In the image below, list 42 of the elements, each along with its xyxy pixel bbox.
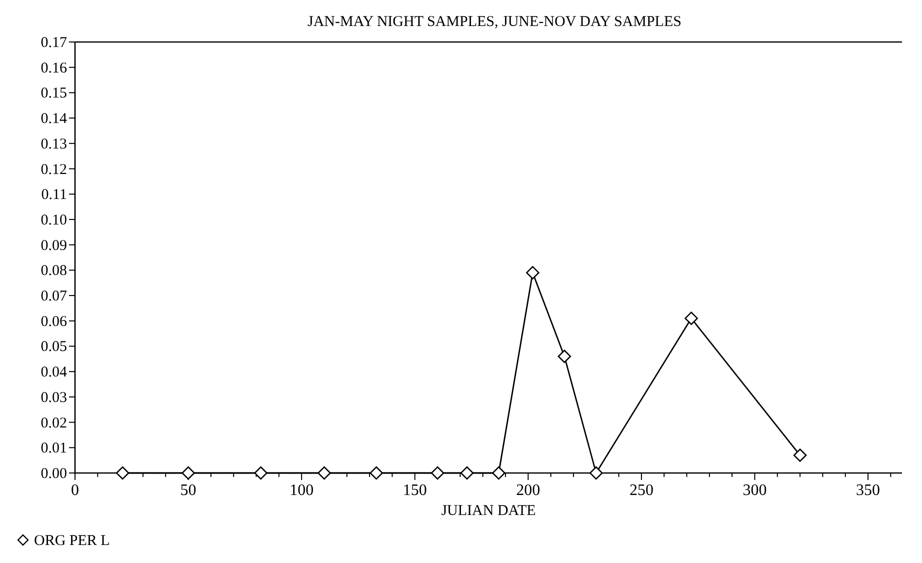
- y-tick-label: 0.03: [40, 390, 67, 406]
- x-tick-label: 200: [516, 482, 540, 499]
- y-tick-label: 0.11: [41, 187, 67, 204]
- point: [793, 448, 807, 462]
- point: [116, 466, 130, 480]
- y-tick-label: 0.09: [40, 238, 67, 254]
- point: [430, 466, 444, 480]
- point: [460, 466, 474, 480]
- y-tick-label: 0.02: [40, 415, 67, 432]
- point: [370, 466, 383, 480]
- y-tick-label: 0.08: [40, 263, 67, 280]
- x-tick-label: 100: [290, 482, 314, 499]
- point: [558, 350, 572, 364]
- y-tick-label: 0.05: [40, 339, 67, 356]
- x-axis-title: JULIAN DATE: [441, 503, 536, 519]
- x-tick-label: 50: [180, 482, 196, 499]
- x-tick-label: 0: [71, 482, 79, 499]
- y-tick-label: 0.04: [40, 364, 68, 381]
- x-tick-label: 250: [629, 482, 654, 499]
- x-tick-label: 350: [856, 482, 880, 499]
- point: [684, 312, 698, 325]
- y-tick-label: 0.10: [40, 212, 67, 228]
- y-tick-label: 0.14: [40, 111, 68, 128]
- point: [254, 466, 268, 480]
- x-tick-label: 300: [742, 482, 767, 499]
- point: [589, 466, 603, 480]
- y-tick-label: 0.13: [40, 136, 67, 152]
- x-tick-label: 150: [402, 482, 427, 499]
- legend-label: ORG PER L: [34, 533, 110, 549]
- y-tick-label: 0.17: [40, 35, 68, 51]
- y-tick-label: 0.07: [40, 288, 68, 305]
- y-tick-label: 0.12: [40, 162, 67, 178]
- point: [492, 466, 506, 480]
- y-tick-label: 0.15: [40, 86, 67, 102]
- chart-title: JAN-MAY NIGHT SAMPLES, JUNE-NOV DAY SAMPLES: [308, 14, 682, 30]
- y-tick-label: 0.06: [40, 314, 68, 330]
- point: [182, 466, 195, 480]
- point: [318, 466, 331, 480]
- y-tick-label: 0.00: [40, 466, 67, 482]
- y-tick-label: 0.16: [40, 60, 68, 76]
- y-tick-label: 0.01: [40, 440, 67, 457]
- point: [526, 266, 540, 280]
